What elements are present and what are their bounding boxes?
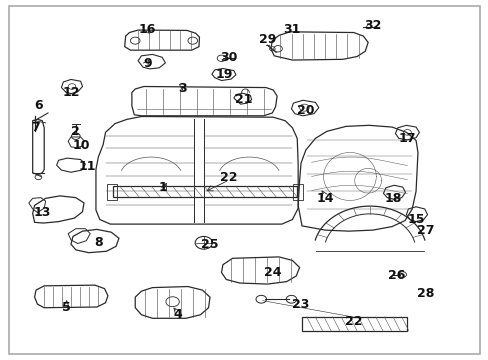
Text: 24: 24 [263, 266, 281, 279]
Text: 9: 9 [143, 57, 152, 70]
Text: 21: 21 [234, 93, 252, 106]
Text: 2: 2 [71, 125, 80, 138]
Text: 11: 11 [79, 160, 96, 173]
Text: 22: 22 [345, 315, 362, 328]
Text: 31: 31 [282, 23, 300, 36]
Text: 19: 19 [215, 68, 233, 81]
Text: 8: 8 [94, 236, 102, 249]
Text: 20: 20 [297, 104, 314, 117]
Text: 18: 18 [384, 192, 401, 205]
Text: 12: 12 [62, 86, 80, 99]
Text: 17: 17 [398, 132, 415, 145]
Text: 13: 13 [34, 206, 51, 219]
Text: 27: 27 [416, 224, 433, 237]
Text: 22: 22 [220, 171, 238, 184]
Text: 23: 23 [292, 298, 309, 311]
Text: 10: 10 [73, 139, 90, 152]
Text: 16: 16 [139, 23, 156, 36]
Text: 29: 29 [258, 33, 276, 46]
Text: 25: 25 [201, 238, 218, 251]
Text: 14: 14 [316, 192, 333, 205]
Text: 4: 4 [173, 308, 182, 321]
Text: 1: 1 [158, 181, 167, 194]
Text: 32: 32 [364, 19, 381, 32]
Text: 15: 15 [407, 213, 424, 226]
Text: 6: 6 [34, 99, 42, 112]
Text: 3: 3 [178, 82, 186, 95]
Text: 7: 7 [31, 121, 40, 134]
Text: 5: 5 [61, 301, 70, 314]
Text: 30: 30 [220, 51, 237, 64]
Text: 26: 26 [387, 270, 405, 283]
Text: 28: 28 [416, 287, 433, 300]
